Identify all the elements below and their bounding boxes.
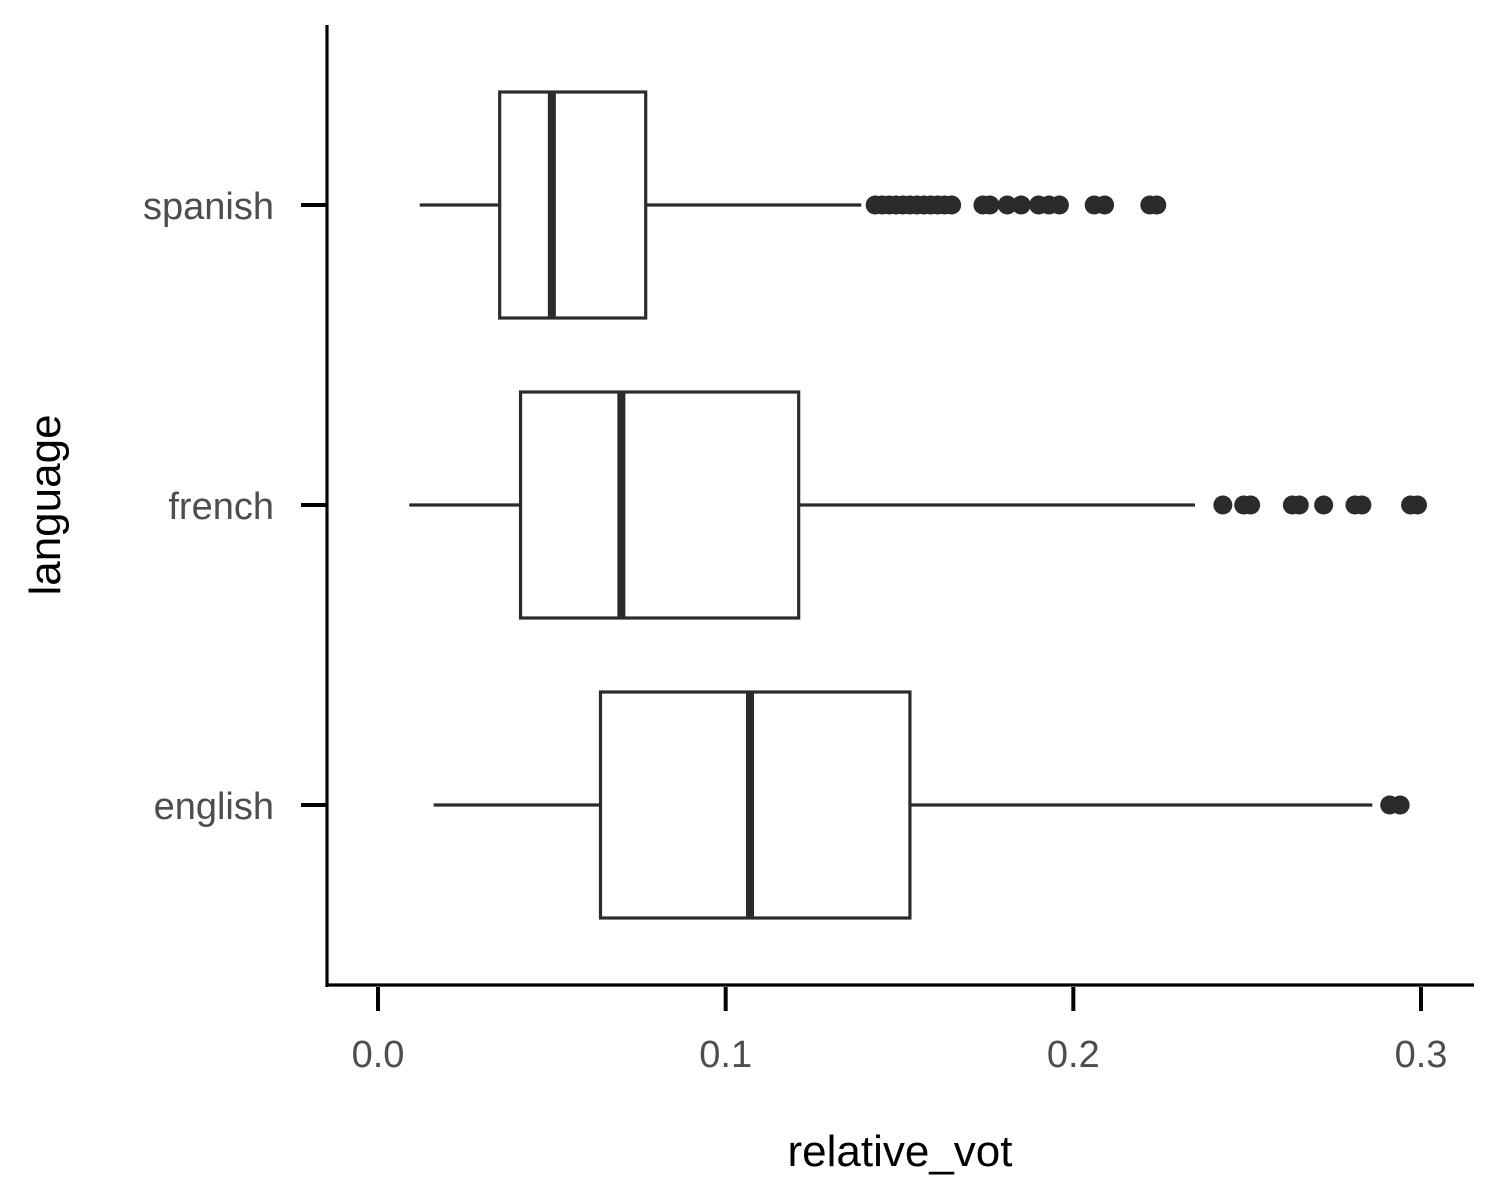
plot-area: [409, 90, 1428, 920]
outlier-point: [1011, 195, 1031, 215]
x-axis-title: relative_vot: [787, 1127, 1012, 1176]
outlier-point: [1314, 495, 1334, 515]
outlier-point: [980, 195, 1000, 215]
y-tick-label: spanish: [143, 186, 274, 228]
x-tick-label: 0.1: [699, 1034, 752, 1076]
outlier-point: [942, 195, 962, 215]
outlier-point: [1095, 195, 1115, 215]
box-spanish: [419, 90, 1167, 320]
x-axis-ticks: 0.0 0.1 0.2 0.3: [352, 987, 1448, 1076]
outlier-point: [1213, 495, 1233, 515]
x-tick-label: 0.0: [352, 1034, 405, 1076]
outlier-point: [1289, 495, 1309, 515]
outlier-point: [1049, 195, 1069, 215]
outlier-point: [1352, 495, 1372, 515]
iqr-box: [518, 390, 801, 620]
outlier-point: [997, 195, 1017, 215]
y-axis-ticks: spanish french english: [143, 186, 326, 828]
outlier-point: [1408, 495, 1428, 515]
y-tick-label: french: [168, 486, 274, 528]
iqr-box: [598, 690, 912, 920]
y-tick-label: english: [154, 786, 274, 828]
x-tick-label: 0.3: [1395, 1034, 1448, 1076]
y-axis-title: language: [21, 414, 70, 595]
outlier-point: [1390, 795, 1410, 815]
outlier-point: [1147, 195, 1167, 215]
box-french: [409, 390, 1428, 620]
outlier-point: [1241, 495, 1261, 515]
box-english: [433, 690, 1410, 920]
iqr-box: [498, 90, 648, 320]
x-tick-label: 0.2: [1047, 1034, 1100, 1076]
axes: [325, 25, 1474, 987]
